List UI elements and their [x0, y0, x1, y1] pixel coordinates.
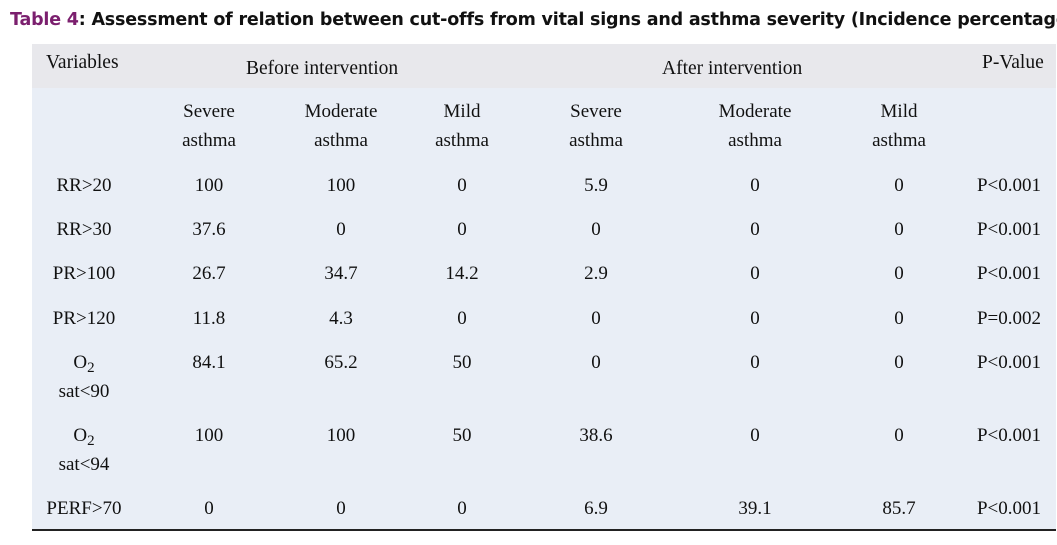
cell-after-mild: 0: [894, 263, 904, 284]
header-before-intervention: Before intervention: [246, 58, 399, 79]
cell-after-mild: 0: [894, 352, 904, 373]
cell-after-severe: 38.6: [579, 425, 613, 446]
cell-before-mild: 0: [457, 308, 467, 329]
cell-after-moderate: 0: [750, 175, 760, 196]
table-title: : Assessment of relation between cut-off…: [78, 10, 1057, 30]
cell-before-mild: 50: [452, 425, 472, 446]
cell-before-moderate: 34.7: [324, 263, 358, 284]
cell-before-moderate: 4.3: [329, 308, 353, 329]
cell-p-value: P<0.001: [976, 219, 1042, 240]
subheader-after-severe-2: asthma: [569, 130, 623, 151]
cell-after-mild: 0: [894, 219, 904, 240]
cell-before-mild: 0: [457, 498, 467, 519]
row-variable-cont: sat<94: [58, 454, 110, 475]
header-variables: Variables: [46, 52, 119, 73]
cell-p-value: P<0.001: [976, 498, 1042, 519]
subheader-after-moderate-2: asthma: [728, 130, 782, 151]
cell-after-severe: 0: [591, 308, 601, 329]
row-variable: RR>30: [56, 219, 112, 240]
cell-before-mild: 14.2: [445, 263, 479, 284]
cell-p-value: P<0.001: [976, 175, 1042, 196]
row-variable-cont: sat<90: [58, 381, 110, 402]
cell-before-moderate: 0: [336, 219, 346, 240]
table-bottom-rule: [32, 529, 1056, 531]
cell-p-value: P<0.001: [976, 425, 1042, 446]
cell-after-mild: 85.7: [882, 498, 916, 519]
header-p-value: P-Value: [982, 52, 1044, 73]
subheader-after-moderate: Moderate: [718, 101, 792, 122]
cell-after-moderate: 0: [750, 308, 760, 329]
cell-p-value: P<0.001: [976, 263, 1042, 284]
cell-after-severe: 0: [591, 352, 601, 373]
subheader-before-mild-2: asthma: [435, 130, 489, 151]
cell-before-severe: 100: [194, 175, 224, 196]
row-variable: O2: [73, 425, 95, 449]
row-variable: PR>120: [52, 308, 116, 329]
cell-after-moderate: 0: [750, 425, 760, 446]
cell-before-moderate: 0: [336, 498, 346, 519]
cell-before-mild: 0: [457, 175, 467, 196]
row-variable: PR>100: [52, 263, 116, 284]
table-body: [32, 88, 1056, 530]
row-variable: PERF>70: [46, 498, 122, 519]
cell-before-severe: 37.6: [192, 219, 226, 240]
cell-p-value: P=0.002: [976, 308, 1042, 329]
cell-after-moderate: 0: [750, 352, 760, 373]
cell-before-moderate: 100: [326, 425, 356, 446]
cell-before-severe: 11.8: [192, 308, 226, 329]
cell-after-severe: 6.9: [584, 498, 608, 519]
table-header: Variables Before intervention After inte…: [32, 44, 1056, 88]
cell-before-severe: 100: [194, 425, 224, 446]
subheader-before-moderate: Moderate: [304, 101, 378, 122]
cell-after-mild: 0: [894, 425, 904, 446]
cell-before-severe: 84.1: [192, 352, 226, 373]
cell-after-mild: 0: [894, 308, 904, 329]
subheader-after-severe: Severe: [570, 101, 622, 122]
subheader-before-moderate-2: asthma: [314, 130, 368, 151]
subheader-after-mild-2: asthma: [872, 130, 926, 151]
cell-after-moderate: 0: [750, 219, 760, 240]
header-after-intervention: After intervention: [662, 58, 803, 79]
cell-p-value: P<0.001: [976, 352, 1042, 373]
subheader-before-mild: Mild: [443, 101, 481, 122]
cell-after-moderate: 39.1: [738, 498, 772, 519]
cell-before-mild: 50: [452, 352, 472, 373]
subheader-before-severe-2: asthma: [182, 130, 236, 151]
cell-before-moderate: 65.2: [324, 352, 358, 373]
row-variable: O2: [73, 352, 95, 376]
data-table: Variables Before intervention After inte…: [32, 44, 1056, 531]
row-variable: RR>20: [56, 175, 112, 196]
cell-after-mild: 0: [894, 175, 904, 196]
cell-before-mild: 0: [457, 219, 467, 240]
table-label: Table 4: [10, 10, 79, 30]
table-caption: Table 4: Assessment of relation between …: [10, 10, 1057, 30]
cell-after-moderate: 0: [750, 263, 760, 284]
cell-after-severe: 0: [591, 219, 601, 240]
subheader-after-mild: Mild: [880, 101, 918, 122]
cell-after-severe: 5.9: [584, 175, 608, 196]
cell-before-severe: 26.7: [192, 263, 226, 284]
cell-before-moderate: 100: [326, 175, 356, 196]
cell-before-severe: 0: [204, 498, 214, 519]
cell-after-severe: 2.9: [584, 263, 608, 284]
subheader-before-severe: Severe: [183, 101, 235, 122]
